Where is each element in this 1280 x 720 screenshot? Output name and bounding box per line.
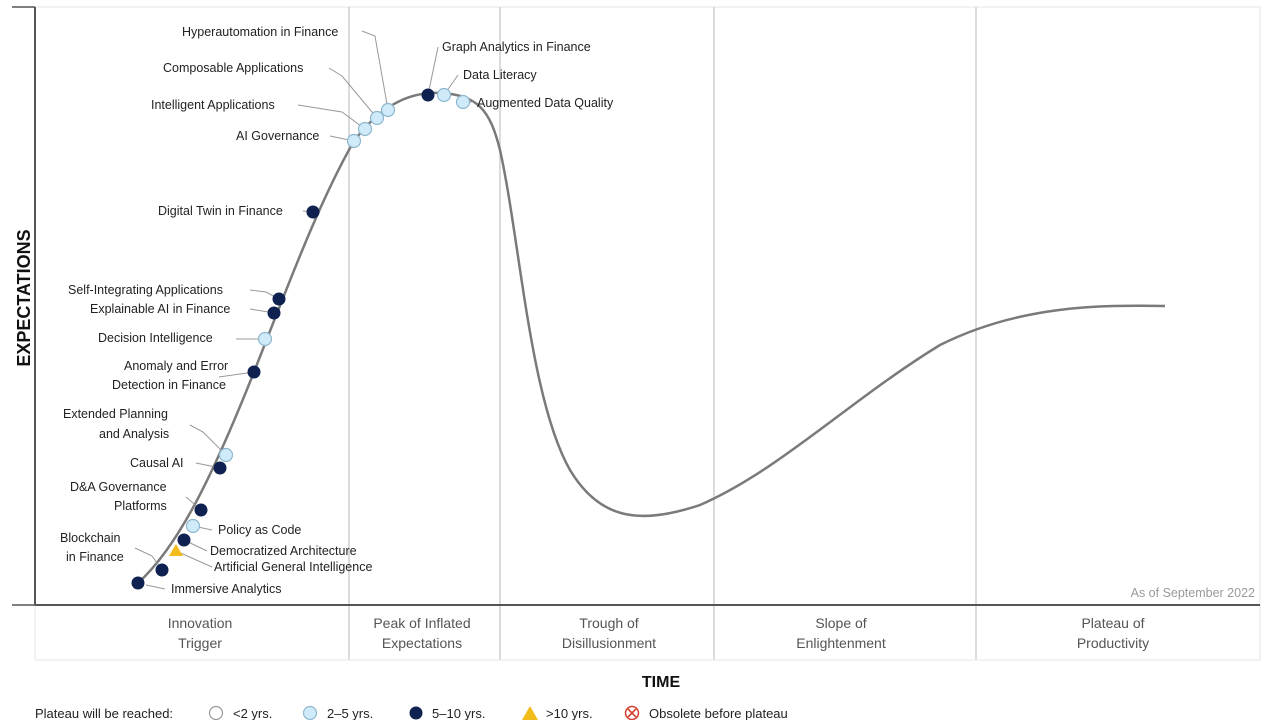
label-blockchain-in-finance-line1: Blockchain	[60, 531, 120, 545]
marker-ai-governance	[346, 133, 362, 149]
phase-innovation-trigger-l2: Trigger	[178, 635, 222, 651]
x-axis-title: TIME	[642, 674, 681, 691]
leader-line	[189, 424, 227, 456]
marker-data-literacy	[436, 87, 452, 103]
marker-causal-ai	[213, 461, 227, 475]
legend: Plateau will be reached: <2 yrs. 2–5 yrs…	[35, 705, 788, 720]
label-hyperautomation: Hyperautomation in Finance	[182, 25, 338, 39]
phase-slope-l1: Slope of	[815, 615, 866, 631]
leader-line	[361, 30, 389, 111]
label-augmented-data-quality: Augmented Data Quality	[477, 96, 614, 110]
leader-line	[145, 584, 166, 590]
marker-blockchain-in-finance	[155, 563, 169, 577]
label-extended-planning-line2: and Analysis	[99, 427, 169, 441]
label-anomaly-line2: Detection in Finance	[112, 378, 226, 392]
label-artificial-general-intelligence: Artificial General Intelligence	[214, 560, 372, 574]
data-markers	[131, 87, 471, 590]
label-immersive-analytics: Immersive Analytics	[171, 582, 281, 596]
plot-area	[34, 6, 1261, 606]
label-democratized-architecture: Democratized Architecture	[210, 544, 357, 558]
marker-intelligent-applications	[357, 121, 373, 137]
legend-label-2to5: 2–5 yrs.	[327, 706, 373, 720]
label-anomaly-line1: Anomaly and Error	[124, 359, 228, 373]
label-extended-planning-line1: Extended Planning	[63, 407, 168, 421]
y-axis-title: EXPECTATIONS	[14, 229, 34, 366]
phase-plateau-l1: Plateau of	[1081, 615, 1144, 631]
marker-graph-analytics-in-finance	[421, 88, 435, 102]
phase-labels: Innovation Trigger Peak of Inflated Expe…	[168, 615, 1149, 651]
marker-explainable-ai-in-finance	[267, 306, 281, 320]
marker-composable-applications	[369, 110, 385, 126]
label-data-literacy: Data Literacy	[463, 68, 537, 82]
marker-democratized-architecture	[177, 533, 191, 547]
label-self-integrating: Self-Integrating Applications	[68, 283, 223, 297]
point-labels: Immersive Analytics Blockchain in Financ…	[60, 25, 614, 596]
legend-swatch-lt2	[208, 705, 224, 720]
marker-anomaly-and-error-detection-in-finance	[247, 365, 261, 379]
leader-line	[175, 550, 213, 568]
label-decision-intelligence: Decision Intelligence	[98, 331, 213, 345]
phase-plateau-l2: Productivity	[1077, 635, 1149, 651]
marker-decision-intelligence	[257, 331, 273, 347]
marker-extended-planning-and-analysis	[218, 447, 234, 463]
legend-swatch-gt10	[522, 706, 538, 720]
legend-label-gt10: >10 yrs.	[546, 706, 593, 720]
label-policy-as-code: Policy as Code	[218, 523, 301, 537]
label-explainable-ai: Explainable AI in Finance	[90, 302, 230, 316]
marker-augmented-data-quality	[455, 94, 471, 110]
marker-policy-as-code	[185, 518, 201, 534]
leader-line	[328, 67, 378, 119]
phase-peak-l1: Peak of Inflated	[373, 615, 470, 631]
leader-line	[427, 46, 439, 96]
phase-trough-l2: Disillusionment	[562, 635, 656, 651]
legend-swatch-5to10	[409, 706, 423, 720]
marker-immersive-analytics	[131, 576, 145, 590]
marker-d-a-governance-platforms	[194, 503, 208, 517]
leader-line	[297, 104, 366, 130]
label-graph-analytics: Graph Analytics in Finance	[442, 40, 591, 54]
label-da-governance-line1: D&A Governance	[70, 480, 167, 494]
label-blockchain-in-finance-line2: in Finance	[66, 550, 124, 564]
phase-innovation-trigger-l1: Innovation	[168, 615, 233, 631]
as-of-note: As of September 2022	[1131, 586, 1255, 600]
legend-title: Plateau will be reached:	[35, 706, 173, 720]
label-ai-governance: AI Governance	[236, 129, 319, 143]
marker-artificial-general-intelligence	[169, 544, 183, 556]
label-intelligent-applications: Intelligent Applications	[151, 98, 275, 112]
legend-label-obsolete: Obsolete before plateau	[649, 706, 788, 720]
marker-hyperautomation-in-finance	[380, 102, 396, 118]
phase-peak-l2: Expectations	[382, 635, 462, 651]
legend-label-lt2: <2 yrs.	[233, 706, 272, 720]
legend-label-5to10: 5–10 yrs.	[432, 706, 485, 720]
label-da-governance-line2: Platforms	[114, 499, 167, 513]
phase-band	[34, 604, 1261, 661]
label-composable-applications: Composable Applications	[163, 61, 303, 75]
legend-swatch-2to5	[302, 705, 318, 720]
phase-slope-l2: Enlightenment	[796, 635, 886, 651]
legend-swatch-obsolete	[624, 705, 640, 720]
label-digital-twin: Digital Twin in Finance	[158, 204, 283, 218]
label-causal-ai: Causal AI	[130, 456, 184, 470]
phase-trough-l1: Trough of	[579, 615, 639, 631]
marker-self-integrating-applications	[272, 292, 286, 306]
marker-digital-twin-in-finance	[306, 205, 320, 219]
